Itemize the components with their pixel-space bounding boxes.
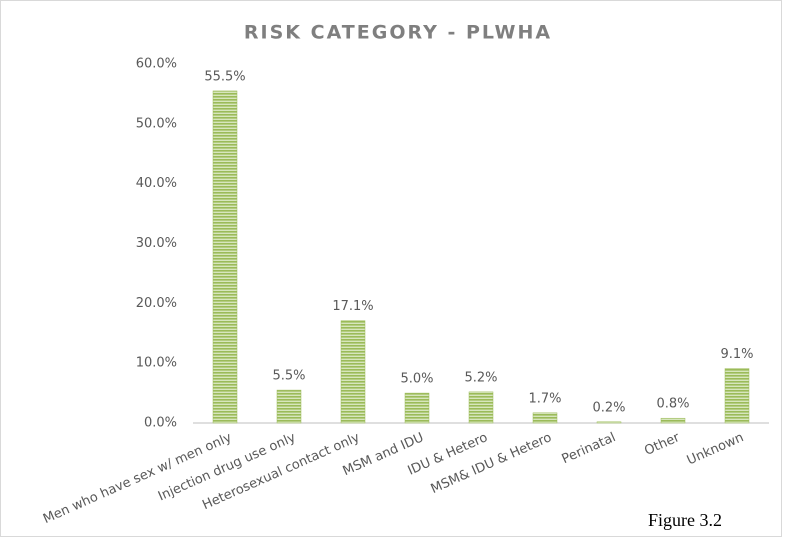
data-label: 17.1%	[332, 299, 373, 314]
bar	[276, 389, 302, 424]
data-label: 5.5%	[272, 369, 305, 384]
bar	[724, 368, 750, 424]
bar	[660, 417, 686, 424]
y-tick-label: 40.0%	[136, 176, 177, 191]
bar	[404, 392, 430, 424]
y-tick-label: 0.0%	[144, 416, 177, 431]
y-tick-label: 50.0%	[136, 116, 177, 131]
chart-title: RISK CATEGORY - PLWHA	[244, 22, 552, 44]
y-tick-label: 60.0%	[136, 57, 177, 72]
data-label: 5.2%	[464, 370, 497, 385]
bar	[212, 90, 238, 424]
data-label: 5.0%	[400, 372, 433, 387]
bar	[532, 412, 558, 424]
y-tick-label: 20.0%	[136, 296, 177, 311]
data-label: 0.2%	[592, 400, 625, 415]
data-label: 1.7%	[528, 391, 561, 406]
data-label: 9.1%	[720, 347, 753, 362]
bar	[596, 421, 622, 424]
data-label: 55.5%	[204, 69, 245, 84]
y-tick-label: 10.0%	[136, 356, 177, 371]
bar	[468, 391, 494, 424]
data-label: 0.8%	[656, 397, 689, 412]
figure-caption: Figure 3.2	[648, 510, 722, 530]
bar	[340, 320, 366, 424]
y-tick-label: 30.0%	[136, 236, 177, 251]
